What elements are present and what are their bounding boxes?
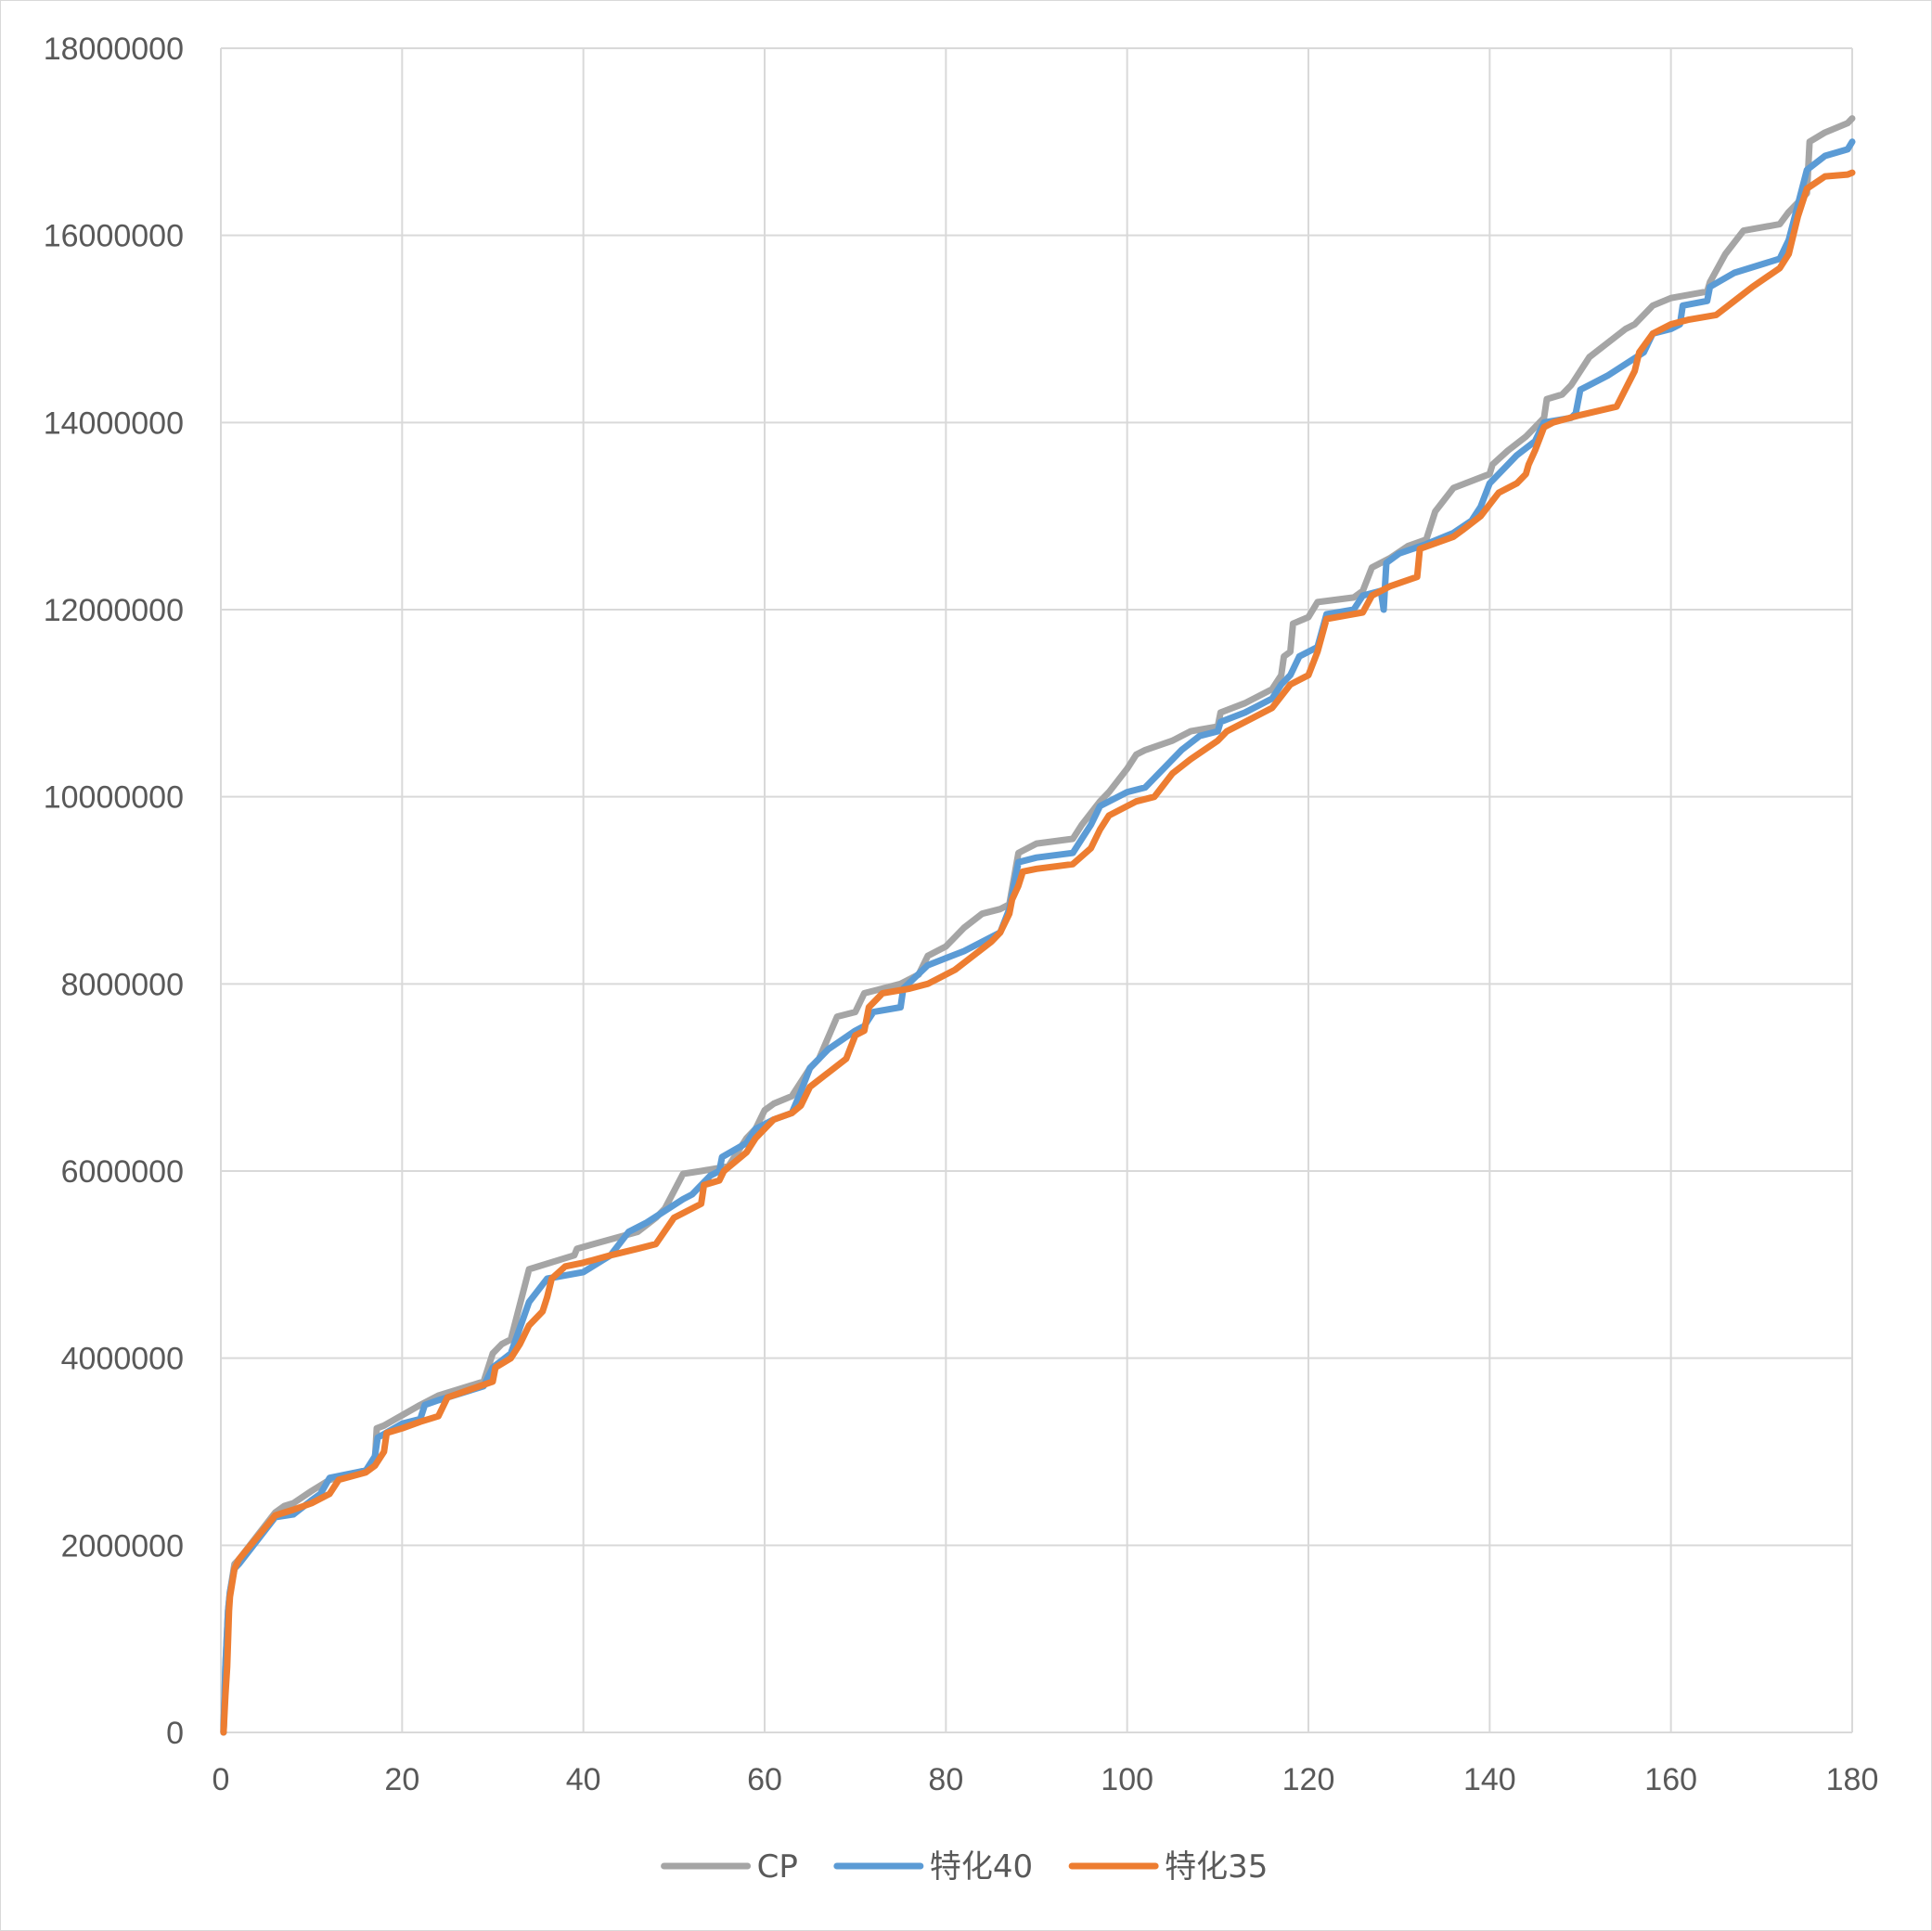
y-tick-label: 0 [166,1716,184,1751]
x-tick-label: 40 [566,1762,601,1797]
series-line [220,115,1856,1736]
y-tick-label: 14000000 [44,406,184,441]
series-line [220,138,1856,1736]
x-tick-label: 100 [1101,1762,1153,1797]
gridlines [220,47,1853,1733]
series-lines [220,115,1856,1736]
legend-label: 特化40 [930,1848,1033,1886]
x-tick-label: 80 [928,1762,963,1797]
y-tick-label: 6000000 [61,1154,184,1190]
x-tick-label: 160 [1644,1762,1697,1797]
legend-label: 特化35 [1165,1848,1268,1886]
y-tick-label: 8000000 [61,967,184,1002]
series-line [220,169,1856,1736]
y-tick-label: 2000000 [61,1528,184,1564]
y-tick-label: 4000000 [61,1342,184,1377]
y-tick-label: 12000000 [44,593,184,628]
x-tick-label: 60 [747,1762,782,1797]
legend: CP 特化40 特化35 [661,1848,1268,1886]
x-axis-ticks: 0 20 40 60 80 100 120 140 160 180 [213,1762,1879,1797]
x-tick-label: 20 [384,1762,419,1797]
x-tick-label: 180 [1826,1762,1879,1797]
y-axis-ticks: 0 2000000 4000000 6000000 8000000 10000000 120… [44,32,184,1751]
y-tick-label: 16000000 [44,219,184,254]
x-tick-label: 140 [1463,1762,1516,1797]
y-tick-label: 10000000 [44,780,184,816]
legend-label: CP [757,1848,798,1886]
y-tick-label: 18000000 [44,32,184,67]
x-tick-label: 0 [213,1762,230,1797]
x-tick-label: 120 [1282,1762,1335,1797]
